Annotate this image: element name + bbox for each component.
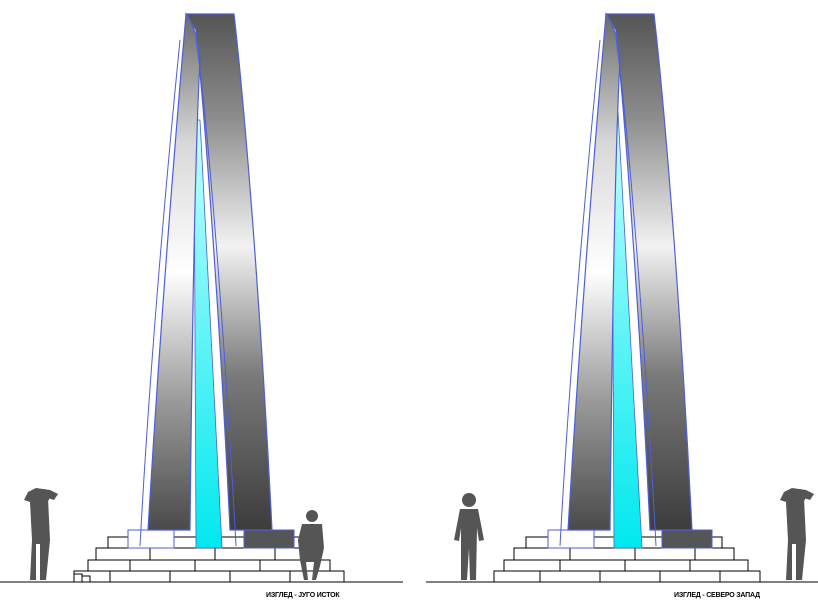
- monument-outline-outer: [139, 37, 237, 547]
- person-silhouette-icon: [454, 493, 484, 580]
- photographer-silhouette-icon: [780, 488, 814, 580]
- seated-person-icon: [298, 510, 324, 580]
- caption-southeast: ИЗГЛЕД - ЈУГО ИСТОК: [266, 592, 340, 599]
- elevation-northwest: ИЗГЛЕД - СЕВЕРО ЗАПАД: [426, 12, 818, 599]
- monument-outline-outer: [559, 37, 657, 547]
- photographer-silhouette-icon: [24, 488, 58, 580]
- elevation-southeast: ИЗГЛЕД - ЈУГО ИСТОК: [0, 12, 403, 599]
- monument-arm-left: [567, 12, 621, 531]
- caption-northwest: ИЗГЛЕД - СЕВЕРО ЗАПАД: [674, 592, 760, 599]
- monument-arm-left: [147, 12, 201, 531]
- plinth-blocks: [127, 529, 295, 549]
